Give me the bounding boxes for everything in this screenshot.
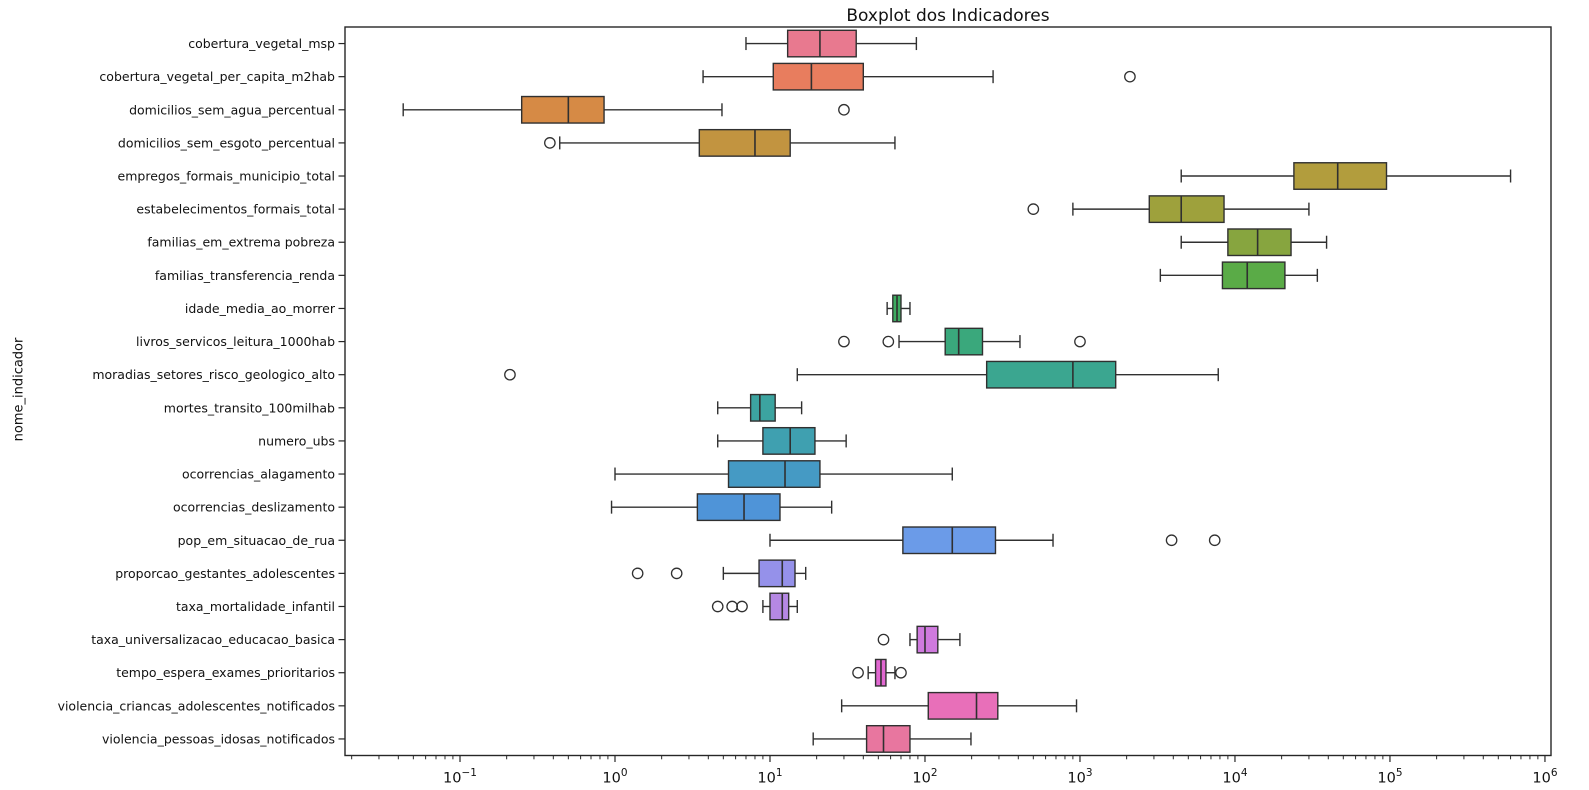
y-tick-label: livros_servicos_leitura_1000hab <box>136 334 335 349</box>
x-tick-label: 102 <box>912 767 937 787</box>
box-familias_transferencia_renda <box>1221 261 1286 290</box>
box-ocorrencias_deslizamento <box>696 493 781 522</box>
y-tick-label: violencia_criancas_adolescentes_notifica… <box>58 698 335 713</box>
x-tick-label: 105 <box>1377 767 1402 787</box>
y-tick-label: familias_em_extrema pobreza <box>147 235 335 250</box>
box-cobertura_vegetal_msp <box>786 29 857 58</box>
outlier-point <box>670 567 683 580</box>
outlier-point <box>838 103 850 116</box>
box-familias_em_extrema pobreza <box>1227 228 1292 257</box>
y-tick-label: ocorrencias_alagamento <box>182 467 335 482</box>
x-tick-label: 100 <box>602 767 627 787</box>
y-tick-label: idade_media_ao_morrer <box>185 301 336 316</box>
box-ocorrencias_alagamento <box>727 460 821 488</box>
box-moradias_setores_risco_geologico_alto <box>985 360 1117 389</box>
box-taxa_universalizacao_educacao_basica <box>916 625 939 654</box>
x-tick-label: 103 <box>1067 767 1092 787</box>
y-tick-label: estabelecimentos_formais_total <box>136 202 335 217</box>
outlier-point <box>852 666 864 679</box>
chart-title: Boxplot dos Indicadores <box>846 6 1050 26</box>
box-domicilios_sem_esgoto_percentual <box>698 128 791 157</box>
box-mortes_transito_100milhab <box>749 393 776 422</box>
outlier-point <box>726 600 739 613</box>
y-tick-label: numero_ubs <box>258 433 335 448</box>
y-tick-label: violencia_pessoas_idosas_notificados <box>102 731 335 746</box>
x-tick-label: 104 <box>1222 767 1247 787</box>
outlier-point <box>631 567 644 580</box>
y-tick-label: familias_transferencia_renda <box>155 268 335 283</box>
x-tick-label: 106 <box>1532 767 1557 787</box>
box-cobertura_vegetal_per_capita_m2hab <box>772 62 865 91</box>
outlier-point <box>711 600 724 613</box>
y-tick-label: pop_em_situacao_de_rua <box>178 533 335 548</box>
y-tick-label: domicilios_sem_agua_percentual <box>129 102 335 117</box>
outlier-point <box>877 633 890 646</box>
y-tick-label: taxa_mortalidade_infantil <box>176 599 335 614</box>
box-numero_ubs <box>762 426 816 455</box>
box-violencia_criancas_adolescentes_notificados <box>927 691 999 720</box>
outlier-point <box>1124 70 1136 83</box>
outlier-point <box>1074 335 1086 348</box>
outlier-point <box>544 137 556 149</box>
outlier-point <box>1027 203 1040 215</box>
outlier-point <box>1165 534 1178 547</box>
y-tick-label: cobertura_vegetal_per_capita_m2hab <box>99 69 335 84</box>
box-empregos_formais_municipio_total <box>1293 162 1388 190</box>
outlier-point <box>838 335 850 348</box>
y-tick-label: mortes_transito_100milhab <box>164 400 335 415</box>
outlier-point <box>736 600 748 613</box>
y-tick-label: empregos_formais_municipio_total <box>118 169 335 184</box>
outlier-point <box>882 335 895 348</box>
box-estabelecimentos_formais_total <box>1148 195 1225 224</box>
outlier-point <box>895 666 907 679</box>
x-tick-label: 101 <box>757 767 782 787</box>
box-proporcao_gestantes_adolescentes <box>758 559 796 588</box>
box-livros_servicos_leitura_1000hab <box>944 327 984 356</box>
y-tick-label: moradias_setores_risco_geologico_alto <box>92 367 335 382</box>
box-taxa_mortalidade_infantil <box>769 592 790 621</box>
y-tick-label: domicilios_sem_esgoto_percentual <box>118 135 335 150</box>
outlier-point <box>1208 534 1221 547</box>
outlier-point <box>504 368 516 381</box>
y-tick-label: ocorrencias_deslizamento <box>173 500 335 515</box>
y-tick-label: tempo_espera_exames_prioritarios <box>116 665 335 680</box>
x-tick-label: 10−1 <box>443 767 477 787</box>
box-violencia_pessoas_idosas_notificados <box>865 724 911 753</box>
y-tick-label: proporcao_gestantes_adolescentes <box>115 566 335 581</box>
y-tick-label: cobertura_vegetal_msp <box>188 36 335 51</box>
axes-frame <box>344 26 1552 757</box>
y-tick-label: taxa_universalizacao_educacao_basica <box>91 632 335 647</box>
box-domicilios_sem_agua_percentual <box>520 95 605 124</box>
box-pop_em_situacao_de_rua <box>902 526 997 555</box>
